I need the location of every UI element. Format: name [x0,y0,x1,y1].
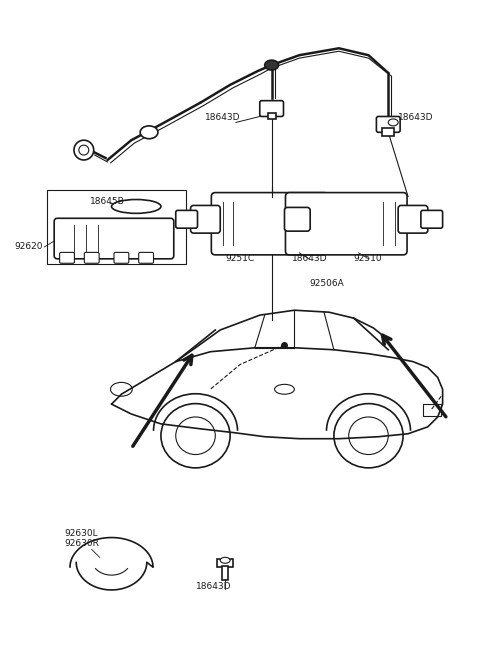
Text: 92506A: 92506A [309,279,344,288]
Ellipse shape [334,403,403,468]
FancyBboxPatch shape [139,252,154,263]
FancyBboxPatch shape [176,210,197,228]
FancyBboxPatch shape [285,208,310,231]
Ellipse shape [161,403,230,468]
Text: 18643D: 18643D [205,114,241,122]
Bar [222,566,228,580]
Bar [47,190,186,263]
FancyBboxPatch shape [84,252,99,263]
FancyBboxPatch shape [398,206,428,233]
Bar [423,404,441,416]
Text: 18643D: 18643D [398,114,433,122]
Text: 92630R: 92630R [64,539,99,549]
Ellipse shape [140,126,158,139]
Ellipse shape [275,384,294,394]
Ellipse shape [349,417,388,455]
Text: 92630L: 92630L [64,529,98,537]
FancyBboxPatch shape [114,252,129,263]
Circle shape [79,145,89,155]
Bar [268,112,276,120]
Text: 9251C: 9251C [225,254,254,263]
Text: 18643D: 18643D [195,582,231,591]
FancyBboxPatch shape [376,116,400,132]
Ellipse shape [110,382,132,396]
Text: 18643D: 18643D [292,254,328,263]
Ellipse shape [220,557,230,563]
FancyBboxPatch shape [211,193,328,255]
Ellipse shape [264,60,278,70]
FancyBboxPatch shape [421,210,443,228]
Bar [383,128,394,136]
Ellipse shape [388,119,398,126]
FancyBboxPatch shape [260,101,284,116]
Ellipse shape [176,417,216,455]
Ellipse shape [111,200,161,214]
FancyBboxPatch shape [54,218,174,259]
FancyBboxPatch shape [191,206,220,233]
Bar [217,559,233,567]
FancyBboxPatch shape [286,193,407,255]
Text: 92510: 92510 [354,254,382,263]
Circle shape [74,140,94,160]
Text: 18645B: 18645B [90,198,124,206]
FancyBboxPatch shape [60,252,74,263]
Text: 92620: 92620 [14,242,43,251]
FancyBboxPatch shape [319,208,345,231]
